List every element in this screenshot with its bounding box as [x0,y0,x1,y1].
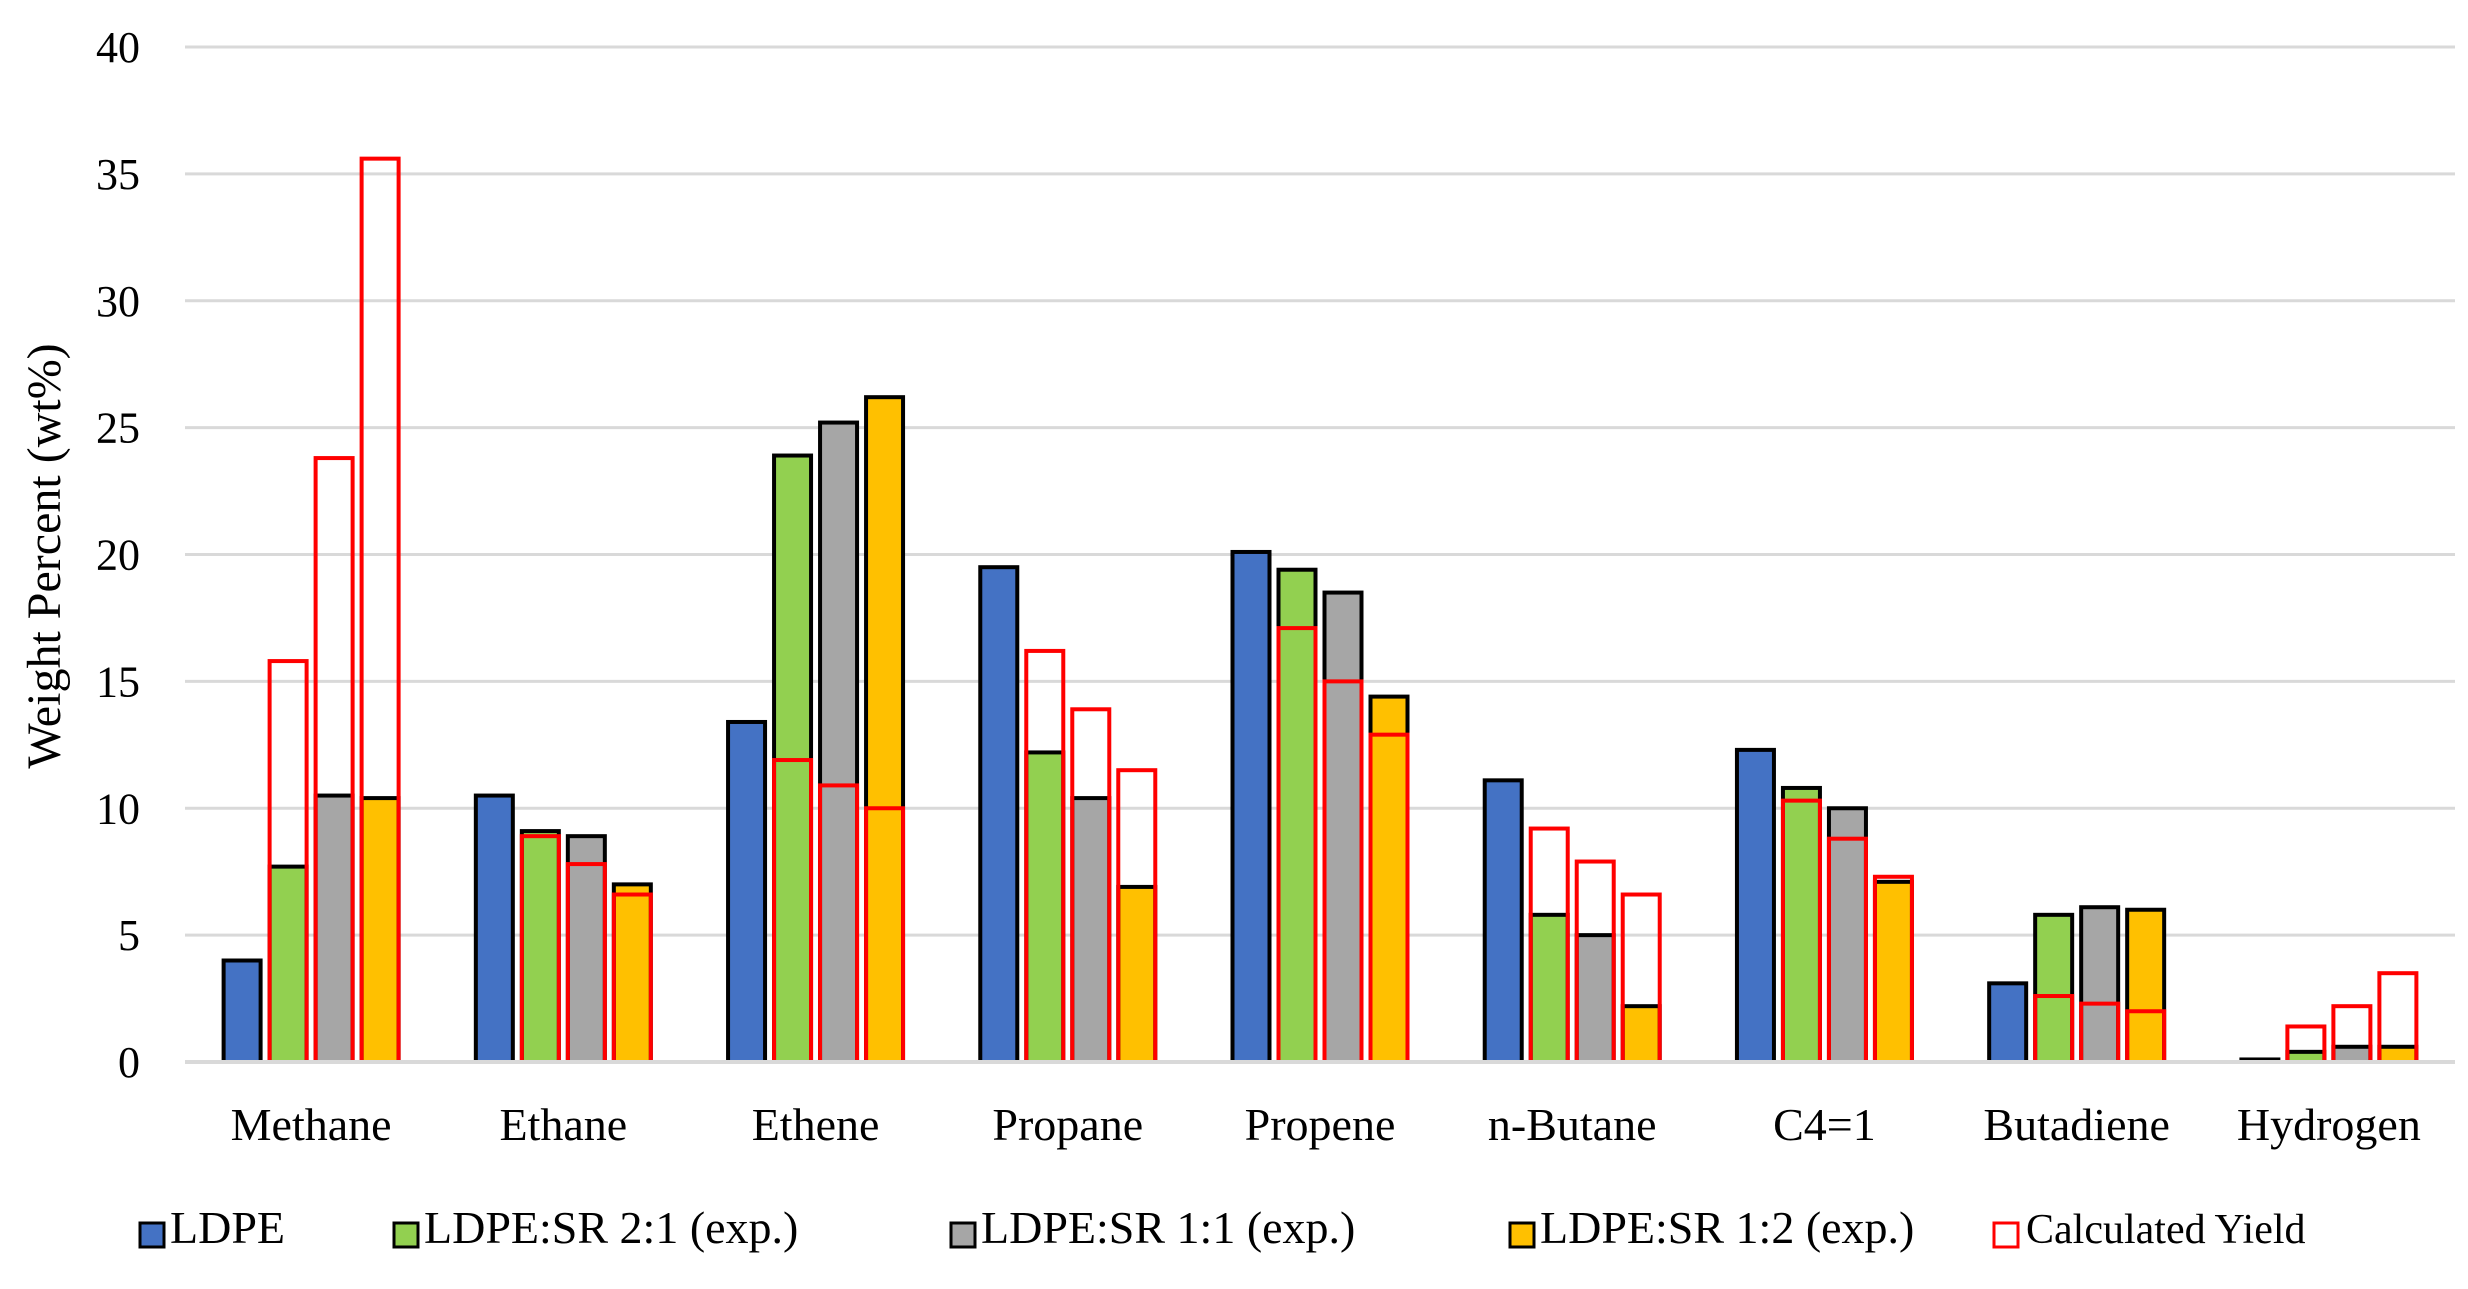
bar-methane-series-3 [313,793,355,1064]
bar-methane-series-4 [359,796,401,1064]
bar-n-butane-series-3 [1574,933,1616,1064]
x-category-label: n-Butane [1488,1099,1657,1150]
bar-ethane-series-3 [565,834,607,1064]
bar-methane-series-1 [221,958,263,1064]
legend-swatch [392,1221,420,1249]
bar-propane-series-3 [1070,796,1112,1064]
y-tick-label: 40 [96,23,140,72]
bar-hydrogen-series-3 [2331,1044,2373,1065]
bar-propene-series-3 [1322,590,1364,1064]
y-tick-label: 25 [96,404,140,453]
y-tick-label: 30 [96,277,140,326]
legend-swatch [1508,1221,1536,1249]
x-category-label: C4=1 [1773,1099,1876,1150]
y-tick-label: 5 [118,911,140,960]
bar-c4-1-series-3 [1826,806,1868,1064]
legend-swatch [949,1221,977,1249]
legend-swatch [1992,1221,2020,1249]
x-category-label: Butadiene [1983,1099,2170,1150]
x-category-label: Methane [231,1099,392,1150]
y-tick-label: 15 [96,657,140,706]
y-tick-label: 20 [96,531,140,580]
bar-ethane-series-4 [611,882,653,1064]
bar-n-butane-series-4 [1620,1004,1662,1064]
bar-ethane-series-2 [519,829,561,1065]
legend-label: LDPE:SR 1:1 (exp.) [981,1202,1355,1253]
bar-propene-series-2 [1276,567,1318,1064]
bar-propene-series-4 [1368,694,1410,1064]
x-category-label: Propane [992,1099,1143,1150]
bar-butadiene-series-1 [1987,981,2029,1065]
bar-propene-series-1 [1230,549,1272,1065]
legend-label: LDPE:SR 2:1 (exp.) [424,1202,798,1253]
legend-label: LDPE:SR 1:2 (exp.) [1540,1202,1914,1253]
bars [221,156,2419,1065]
bar-ethane-series-1 [473,793,515,1064]
bar-butadiene-series-3 [2079,905,2121,1065]
bar-n-butane-series-1 [1482,778,1524,1065]
legend: LDPE LDPE:SR 2:1 (exp.) LDPE:SR 1:1 (exp.)… [138,1202,2306,1253]
bar-c4-1-series-1 [1734,747,1776,1064]
bar-n-butane-series-2 [1528,912,1570,1065]
legend-label: Calculated Yield [2026,1207,2306,1253]
bar-methane-series-2 [267,864,309,1064]
legend-label: LDPE [170,1202,285,1253]
bar-c4-1-series-4 [1872,879,1914,1065]
y-axis-title: Weight Percent (wt%) [18,343,71,768]
bar-propane-series-2 [1024,750,1066,1064]
y-tick-label: 10 [96,784,140,833]
bar-propane-series-1 [978,565,1020,1064]
legend-swatch [138,1221,166,1249]
x-category-label: Ethane [499,1099,627,1150]
bar-ethene-series-1 [726,719,768,1064]
x-category-label: Hydrogen [2237,1099,2421,1150]
y-tick-label: 35 [96,150,140,199]
gridlines [185,45,2455,937]
bar-c4-1-series-2 [1780,785,1822,1064]
y-axis-ticks: 0 5 10 15 20 25 30 35 40 [96,23,140,1087]
bar-propane-series-4 [1116,884,1158,1064]
bar-butadiene-series-2 [2033,912,2075,1065]
y-tick-label: 0 [118,1038,140,1087]
bar-hydrogen-series-4 [2377,1044,2419,1065]
x-axis-labels: Methane Ethane Ethene Propane Propene n-Butan… [231,1099,2421,1150]
bar-ethene-series-4 [864,395,906,1064]
x-category-label: Ethene [752,1099,880,1150]
x-category-label: Propene [1245,1099,1396,1150]
bar-butadiene-series-4 [2125,907,2167,1064]
bar-ethene-series-3 [818,420,860,1064]
